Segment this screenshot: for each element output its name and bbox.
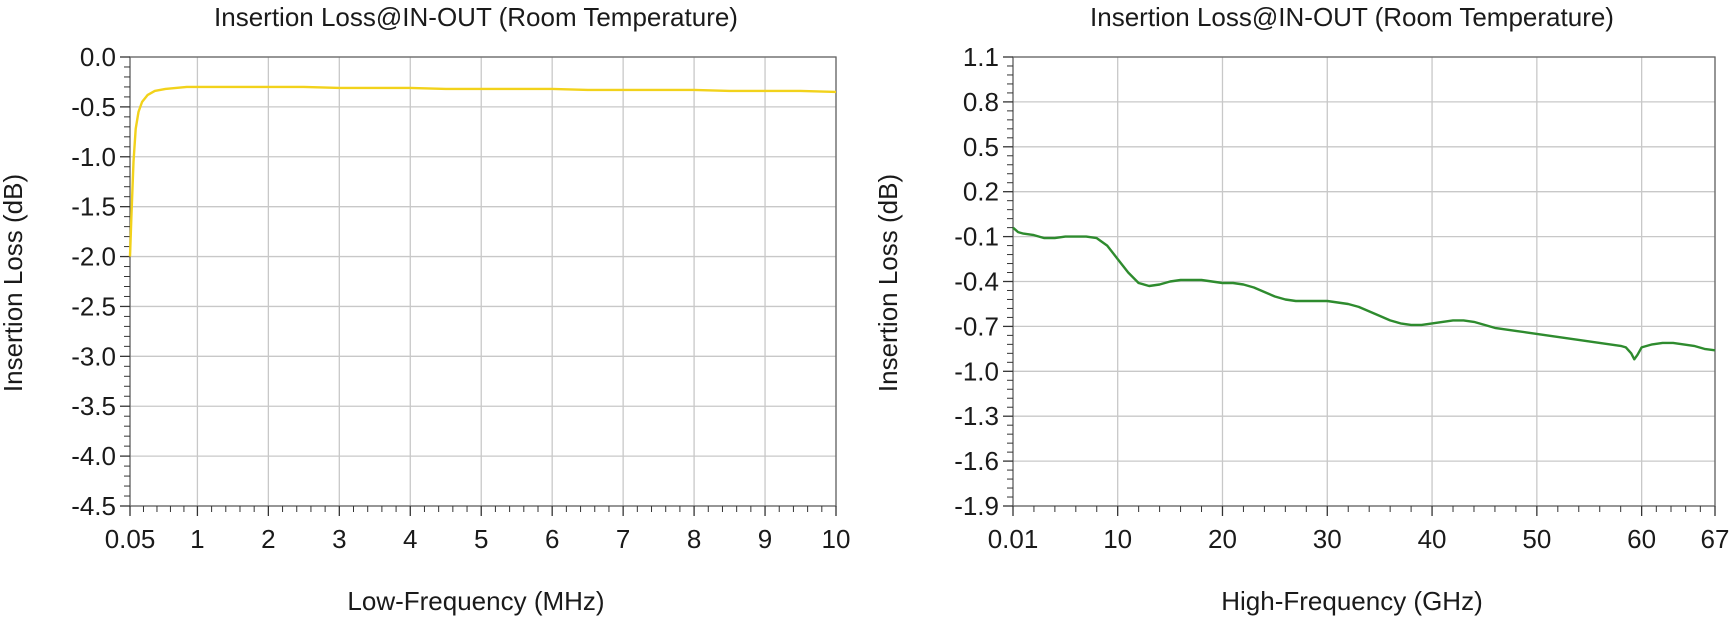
series-line <box>128 85 837 257</box>
x-tick-label: 2 <box>261 524 275 554</box>
x-tick-label: 10 <box>1103 524 1132 554</box>
x-tick-label: 0.05 <box>105 524 156 554</box>
x-tick-label: 7 <box>616 524 630 554</box>
y-tick-label: -3.0 <box>71 341 116 371</box>
series-line <box>1012 226 1716 361</box>
y-tick-label: -0.5 <box>71 92 116 122</box>
chart-left-svg: Insertion Loss@IN-OUT (Room Temperature)… <box>0 2 851 616</box>
chart-title: Insertion Loss@IN-OUT (Room Temperature) <box>214 2 738 32</box>
y-tick-label: -4.5 <box>71 491 116 521</box>
x-tick-label: 5 <box>474 524 488 554</box>
x-tick-label: 10 <box>822 524 851 554</box>
x-tick-label: 8 <box>687 524 701 554</box>
x-tick-label: 4 <box>403 524 417 554</box>
chart-title: Insertion Loss@IN-OUT (Room Temperature) <box>1090 2 1614 32</box>
y-tick-label: 1.1 <box>963 42 999 72</box>
y-tick-label: -4.0 <box>71 441 116 471</box>
y-tick-label: -2.5 <box>71 291 116 321</box>
y-tick-label: -0.4 <box>954 267 999 297</box>
y-tick-label: 0.8 <box>963 87 999 117</box>
x-tick-label: 9 <box>758 524 772 554</box>
chart-right: Insertion Loss@IN-OUT (Room Temperature)… <box>873 0 1735 618</box>
x-axis-label: High-Frequency (GHz) <box>1221 586 1483 616</box>
y-tick-label: -3.5 <box>71 391 116 421</box>
y-tick-label: -1.5 <box>71 192 116 222</box>
y-tick-label: 0.5 <box>963 132 999 162</box>
x-tick-label: 30 <box>1313 524 1342 554</box>
x-tick-label: 1 <box>190 524 204 554</box>
x-tick-label: 0.01 <box>988 524 1039 554</box>
x-tick-label: 60 <box>1627 524 1656 554</box>
y-axis-label: Insertion Loss (dB) <box>875 174 903 392</box>
x-tick-label: 67 <box>1701 524 1730 554</box>
x-tick-label: 50 <box>1522 524 1551 554</box>
y-tick-label: -1.9 <box>954 491 999 521</box>
y-tick-label: -0.7 <box>954 311 999 341</box>
y-tick-label: -0.1 <box>954 222 999 252</box>
y-tick-label: 0.0 <box>80 42 116 72</box>
y-tick-label: -1.0 <box>954 356 999 386</box>
chart-left: Insertion Loss@IN-OUT (Room Temperature)… <box>0 0 860 618</box>
x-tick-label: 20 <box>1208 524 1237 554</box>
x-axis-label: Low-Frequency (MHz) <box>347 586 604 616</box>
x-tick-label: 6 <box>545 524 559 554</box>
y-tick-label: -1.6 <box>954 446 999 476</box>
y-tick-label: 0.2 <box>963 177 999 207</box>
x-tick-label: 40 <box>1418 524 1447 554</box>
x-tick-label: 3 <box>332 524 346 554</box>
y-tick-label: -2.0 <box>71 242 116 272</box>
plot-frame <box>129 56 837 507</box>
y-axis-label: Insertion Loss (dB) <box>0 174 28 392</box>
y-tick-label: -1.0 <box>71 142 116 172</box>
y-tick-label: -1.3 <box>954 401 999 431</box>
chart-right-svg: Insertion Loss@IN-OUT (Room Temperature)… <box>873 2 1730 616</box>
